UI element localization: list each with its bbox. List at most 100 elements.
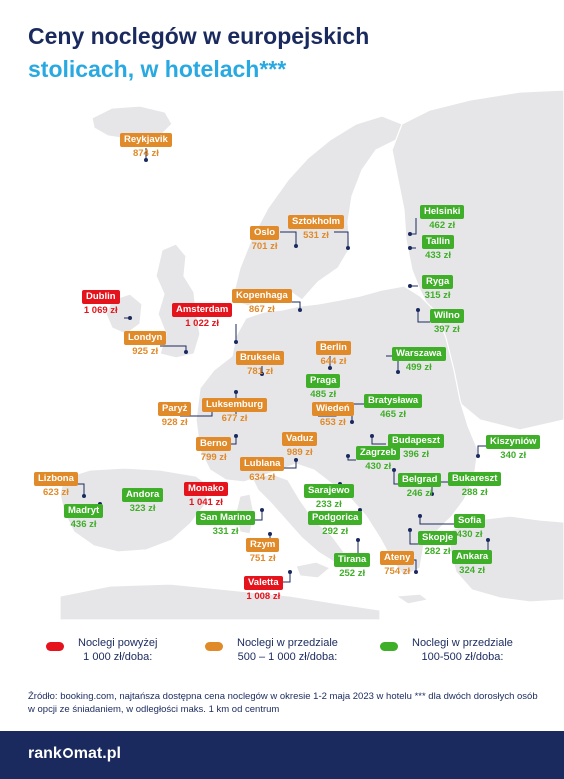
iberia-shape <box>59 467 211 553</box>
city-label-ateny: Ateny 754 zł <box>380 551 415 577</box>
city-price: 397 zł <box>433 324 460 335</box>
city-name: Dublin <box>82 290 120 304</box>
city-price: 292 zł <box>322 526 349 537</box>
city-price: 754 zł <box>384 566 411 577</box>
city-name: Rzym <box>246 538 280 552</box>
city-name: Praga <box>306 374 341 388</box>
legend-text-green: Noclegi w przedziale 100-500 zł/doba: <box>412 637 513 663</box>
city-name: Skopje <box>418 531 458 545</box>
city-name: Warszawa <box>392 347 446 361</box>
city-name: Berlin <box>316 341 351 355</box>
city-price: 340 zł <box>500 450 527 461</box>
city-price: 623 zł <box>43 487 69 498</box>
city-label-dublin: Dublin 1 069 zł <box>82 290 120 316</box>
city-price: 1 041 zł <box>189 497 223 508</box>
city-price: 874 zł <box>132 148 159 159</box>
city-price: 288 zł <box>461 487 488 498</box>
city-label-lizbona: Lizbona 623 zł <box>34 472 78 498</box>
rankomat-logo: rank mat.pl <box>28 745 121 762</box>
city-label-monako: Monako 1 041 zł <box>184 482 228 508</box>
city-name: Bratysława <box>364 394 423 408</box>
city-name: Ryga <box>422 275 454 289</box>
city-price: 928 zł <box>161 417 188 428</box>
legend: Noclegi powyżej 1 000 zł/doba: Noclegi w … <box>0 636 564 668</box>
city-name: Sztokholm <box>288 215 345 229</box>
city-label-oslo: Oslo 701 zł <box>250 226 280 252</box>
city-label-helsinki: Helsinki 462 zł <box>420 205 465 231</box>
legend-swatch-green <box>380 642 398 651</box>
city-price: 644 zł <box>320 356 347 367</box>
city-label-valetta: Valetta 1 008 zł <box>244 576 283 602</box>
city-name: Wilno <box>430 309 464 323</box>
city-name: Monako <box>184 482 228 496</box>
city-label-belgrad: Belgrad 246 zł <box>398 473 442 499</box>
city-name: Zagrzeb <box>356 446 401 460</box>
city-label-kopenhaga: Kopenhaga 867 zł <box>232 289 292 315</box>
city-name: Ankara <box>452 550 493 564</box>
city-label-praga: Praga 485 zł <box>306 374 341 400</box>
city-label-bruksela: Bruksela 781 zł <box>236 351 285 377</box>
city-name: Vaduz <box>282 432 318 446</box>
city-name: Helsinki <box>420 205 465 219</box>
legend-item-orange: Noclegi w przedziale 500 – 1 000 zł/doba: <box>205 636 338 664</box>
city-name: Bruksela <box>236 351 285 365</box>
city-price: 324 zł <box>459 565 486 576</box>
city-name: Oslo <box>250 226 280 240</box>
city-label-tirana: Tirana 252 zł <box>334 553 371 579</box>
legend-item-red: Noclegi powyżej 1 000 zł/doba: <box>46 636 157 664</box>
ireland-shape <box>105 293 143 335</box>
city-name: Tirana <box>334 553 371 567</box>
city-name: Tallin <box>422 235 455 249</box>
legend-text-red: Noclegi powyżej 1 000 zł/doba: <box>78 637 158 663</box>
city-label-vaduz: Vaduz 989 zł <box>282 432 318 458</box>
city-price: 436 zł <box>70 519 97 530</box>
city-label-skopje: Skopje 282 zł <box>418 531 458 557</box>
legend-swatch-red <box>46 642 64 651</box>
city-price: 634 zł <box>249 472 276 483</box>
city-name: Belgrad <box>398 473 442 487</box>
city-label-warszawa: Warszawa 499 zł <box>392 347 446 373</box>
city-name: Kopenhaga <box>232 289 292 303</box>
city-label-bratysława: Bratysława 465 zł <box>364 394 423 420</box>
source-note: Źródło: booking.com, najtańsza dostępna … <box>28 691 538 715</box>
city-price: 925 zł <box>132 346 159 357</box>
city-label-paryż: Paryż 928 zł <box>158 402 192 428</box>
city-label-reykjavik: Reykjavik 874 zł <box>120 133 172 159</box>
footer-bar: rank mat.pl <box>0 731 564 779</box>
city-label-berlin: Berlin 644 zł <box>316 341 351 367</box>
city-price: 282 zł <box>424 546 451 557</box>
europe-map <box>59 89 564 620</box>
city-price: 751 zł <box>249 553 276 564</box>
title-line-2: stolicach, w hotelach*** <box>28 56 287 82</box>
crete-shape <box>394 593 430 605</box>
city-name: Sarajewo <box>304 484 354 498</box>
city-name: Lizbona <box>34 472 78 486</box>
city-price: 433 zł <box>425 250 451 261</box>
city-name: Budapeszt <box>388 434 445 448</box>
city-price: 799 zł <box>200 452 227 463</box>
city-label-rzym: Rzym 751 zł <box>246 538 280 564</box>
city-label-wilno: Wilno 397 zł <box>430 309 464 335</box>
city-label-sarajewo: Sarajewo 233 zł <box>304 484 354 510</box>
city-label-sztokholm: Sztokholm 531 zł <box>288 215 345 241</box>
city-name: San Marino <box>196 511 256 525</box>
city-name: Paryż <box>158 402 192 416</box>
city-name: Lublana <box>240 457 285 471</box>
city-price: 430 zł <box>456 529 483 540</box>
city-label-ryga: Ryga 315 zł <box>422 275 454 301</box>
city-label-kiszyniów: Kiszyniów 340 zł <box>486 435 541 461</box>
city-price: 1 022 zł <box>185 318 220 329</box>
city-price: 252 zł <box>339 568 366 579</box>
city-name: Kiszyniów <box>486 435 541 449</box>
page-title: Ceny noclegów w europejskich stolicach, … <box>28 20 369 86</box>
city-label-tallin: Tallin 433 zł <box>422 235 455 261</box>
city-price: 315 zł <box>424 290 451 301</box>
great-britain-shape <box>155 243 201 359</box>
title-line-1: Ceny noclegów w europejskich <box>28 23 370 49</box>
city-label-ankara: Ankara 324 zł <box>452 550 493 576</box>
city-label-sofia: Sofia 430 zł <box>454 514 486 540</box>
city-name: Wiedeń <box>312 402 354 416</box>
city-price: 331 zł <box>212 526 239 537</box>
city-price: 323 zł <box>129 503 156 514</box>
city-name: Londyn <box>124 331 167 345</box>
